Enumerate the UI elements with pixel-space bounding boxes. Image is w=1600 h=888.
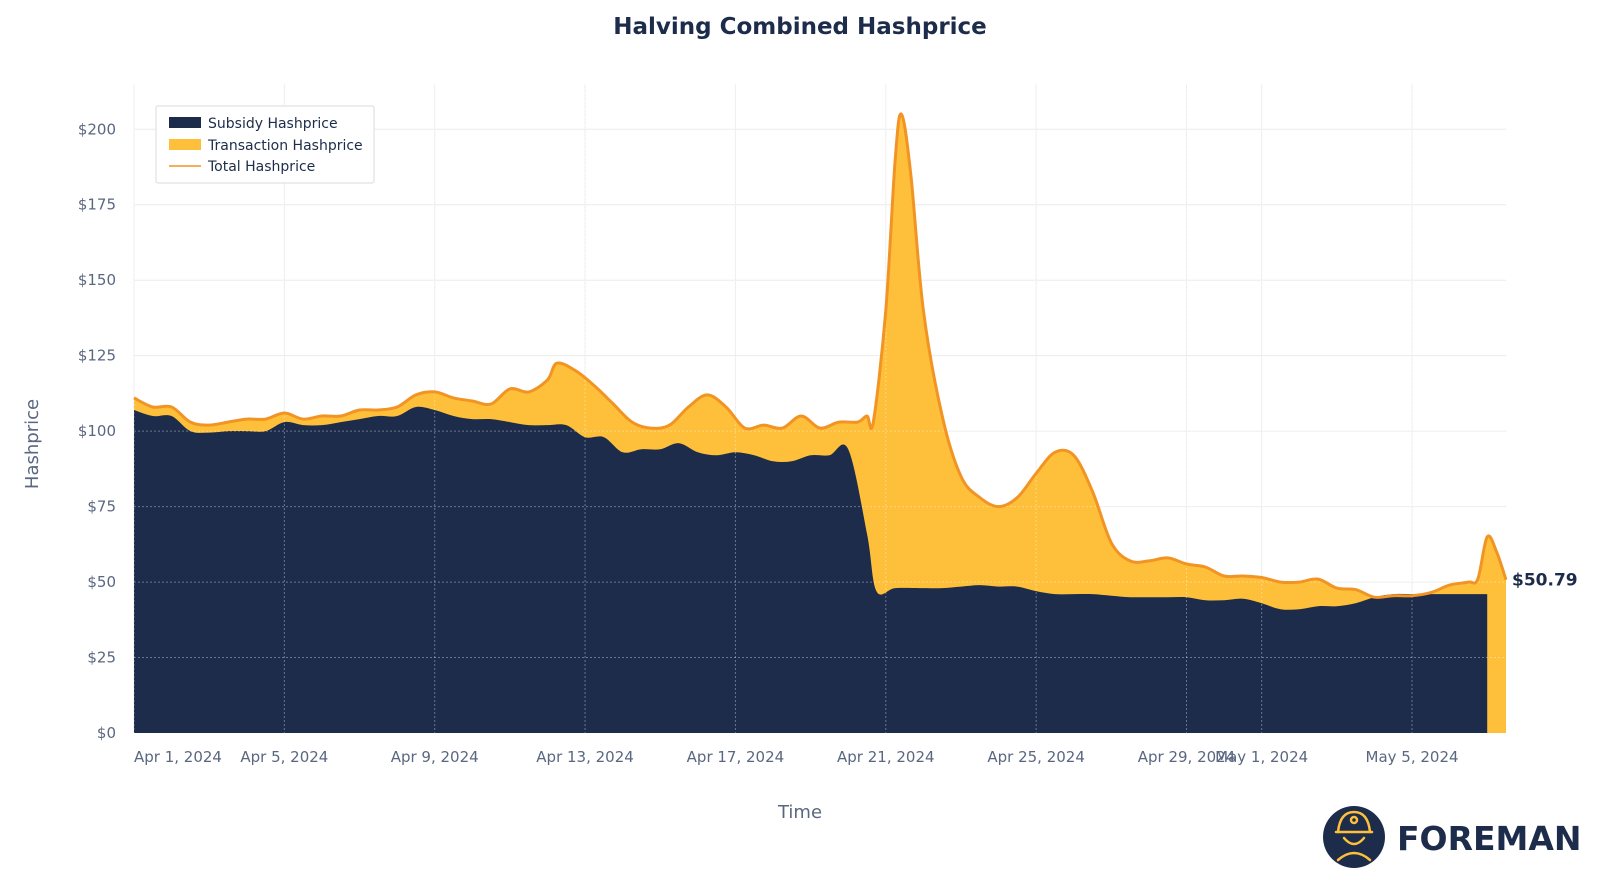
x-tick-label: Apr 29, 2024 [1138,748,1236,766]
y-axis-label: Hashprice [22,399,43,489]
chart-title: Halving Combined Hashprice [613,14,987,40]
vertical-gridlines-overlay [133,84,1506,733]
plot-area [133,84,1508,734]
x-tick-label: Apr 9, 2024 [391,748,479,766]
legend-label-transaction: Transaction Hashprice [207,138,363,154]
x-tick-label: Apr 25, 2024 [987,748,1085,766]
y-tick-label: $75 [87,498,116,516]
x-tick-label: May 5, 2024 [1366,748,1459,766]
legend-label-subsidy: Subsidy Hashprice [208,116,338,132]
foreman-logo-badge [1323,806,1385,868]
y-axis-ticks: $0 $25 $50 $75 $100 $125 $150 $175 $200 [78,120,116,742]
x-tick-label: Apr 17, 2024 [687,748,785,766]
y-tick-label: $200 [78,120,116,138]
last-value-label: $50.79 [1512,571,1578,591]
y-tick-label: $150 [78,271,116,289]
y-tick-label: $175 [78,196,116,214]
legend: Subsidy Hashprice Transaction Hashprice … [155,105,375,184]
x-tick-label: Apr 21, 2024 [837,748,935,766]
x-tick-label: Apr 5, 2024 [240,748,328,766]
foreman-logo: FOREMAN [1323,806,1582,868]
legend-box [155,105,375,184]
y-tick-label: $125 [78,347,116,365]
x-tick-label: Apr 13, 2024 [536,748,634,766]
total-hashprice-line [133,112,1508,599]
y-tick-label: $25 [87,649,116,667]
x-axis-ticks: Apr 1, 2024 Apr 5, 2024 Apr 9, 2024 Apr 13,… [134,748,1459,766]
legend-swatch-subsidy [169,117,201,128]
y-tick-label: $50 [87,573,116,591]
miner-helmet-icon [1334,810,1374,862]
x-tick-label: May 1, 2024 [1215,748,1308,766]
legend-swatch-transaction [169,139,201,150]
x-tick-label: Apr 1, 2024 [134,748,222,766]
x-axis-label: Time [777,802,822,823]
foreman-logo-text: FOREMAN [1397,819,1582,858]
y-tick-label: $100 [78,422,116,440]
subsidy-hashprice-area [134,406,1488,733]
legend-label-total: Total Hashprice [207,159,315,175]
y-tick-label: $0 [97,724,116,742]
